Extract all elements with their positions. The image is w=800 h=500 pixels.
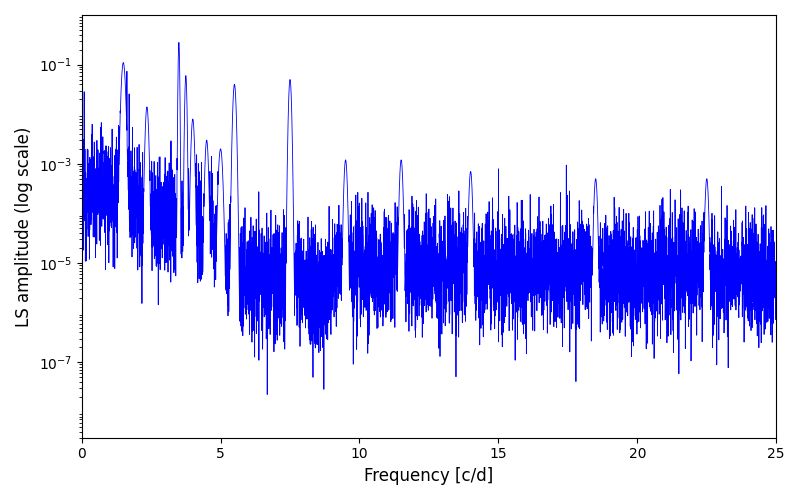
Y-axis label: LS amplitude (log scale): LS amplitude (log scale) <box>15 126 33 326</box>
X-axis label: Frequency [c/d]: Frequency [c/d] <box>364 467 494 485</box>
